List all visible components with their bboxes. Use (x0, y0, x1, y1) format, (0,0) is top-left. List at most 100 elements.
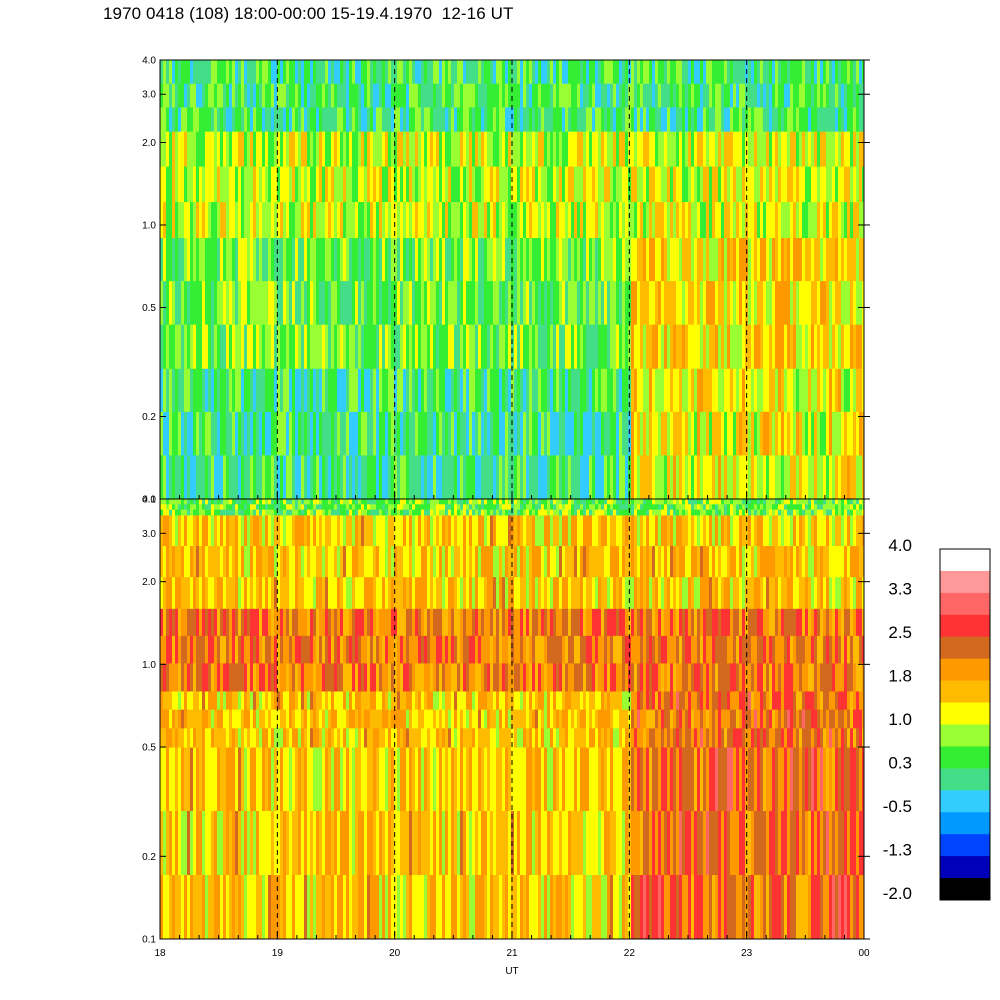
heatmap-cell (793, 324, 797, 369)
heatmap-cell (652, 324, 656, 369)
heatmap-cell (388, 281, 392, 326)
heatmap-cell (682, 202, 686, 239)
heatmap-cell (229, 83, 233, 108)
heatmap-cell (202, 60, 206, 85)
heatmap-cell (592, 368, 596, 413)
heatmap-cell (505, 811, 509, 876)
heatmap-cell (421, 635, 425, 664)
heatmap-cell (193, 728, 197, 748)
heatmap-cell (520, 83, 524, 108)
heatmap-cell (436, 281, 440, 326)
heatmap-cell (229, 608, 233, 637)
heatmap-cell (484, 131, 488, 168)
heatmap-cell (223, 709, 227, 729)
heatmap-cell (676, 324, 680, 369)
heatmap-cell (577, 411, 581, 456)
heatmap-cell (367, 368, 371, 413)
heatmap-cell (853, 83, 857, 108)
heatmap-cell (652, 411, 656, 456)
heatmap-cell (808, 411, 812, 456)
heatmap-cell (763, 709, 767, 729)
heatmap-cell (649, 455, 653, 499)
heatmap-cell (568, 608, 572, 637)
heatmap-cell (721, 608, 725, 637)
heatmap-cell (223, 368, 227, 413)
heatmap-cell (376, 635, 380, 664)
heatmap-cell (571, 60, 575, 85)
heatmap-cell (475, 709, 479, 729)
heatmap-cell (502, 237, 506, 282)
heatmap-cell (439, 455, 443, 499)
heatmap-cell (586, 237, 590, 282)
heatmap-cell (442, 202, 446, 239)
heatmap-cell (235, 166, 239, 203)
heatmap-cell (352, 728, 356, 748)
heatmap-cell (304, 728, 308, 748)
heatmap-cell (292, 709, 296, 729)
heatmap-cell (574, 324, 578, 369)
heatmap-cell (343, 368, 347, 413)
heatmap-cell (553, 324, 557, 369)
heatmap-cell (598, 368, 602, 413)
heatmap-cell (700, 237, 704, 282)
heatmap-cell (799, 728, 803, 748)
heatmap-cell (844, 728, 848, 748)
heatmap-cell (814, 690, 818, 711)
heatmap-cell (763, 690, 767, 711)
heatmap-cell (655, 202, 659, 239)
heatmap-cell (232, 875, 236, 939)
heatmap-cell (166, 811, 170, 876)
heatmap-cell (796, 690, 800, 711)
heatmap-cell (832, 608, 836, 637)
heatmap-cell (670, 690, 674, 711)
heatmap-cell (697, 107, 701, 132)
heatmap-cell (742, 202, 746, 239)
heatmap-cell (379, 107, 383, 132)
heatmap-cell (385, 635, 389, 664)
heatmap-cell (520, 635, 524, 664)
heatmap-cell (430, 60, 434, 85)
heatmap-cell (541, 728, 545, 748)
heatmap-cell (559, 107, 563, 132)
heatmap-cell (175, 455, 179, 499)
heatmap-cell (652, 107, 656, 132)
heatmap-cell (751, 166, 755, 203)
heatmap-cell (526, 608, 530, 637)
heatmap-cell (220, 690, 224, 711)
heatmap-cell (760, 811, 764, 876)
heatmap-cell (802, 411, 806, 456)
heatmap-cell (799, 635, 803, 664)
heatmap-cell (562, 202, 566, 239)
heatmap-cell (436, 709, 440, 729)
heatmap-cell (685, 811, 689, 876)
heatmap-cell (556, 811, 560, 876)
heatmap-cell (253, 455, 257, 499)
heatmap-cell (706, 202, 710, 239)
heatmap-cell (817, 635, 821, 664)
heatmap-cell (658, 811, 662, 876)
heatmap-cell (559, 455, 563, 499)
heatmap-cell (643, 728, 647, 748)
heatmap-cell (610, 166, 614, 203)
heatmap-cell (625, 811, 629, 876)
heatmap-cell (427, 237, 431, 282)
heatmap-cell (667, 690, 671, 711)
heatmap-cell (499, 281, 503, 326)
heatmap-cell (187, 608, 191, 637)
heatmap-cell (385, 324, 389, 369)
heatmap-cell (172, 635, 176, 664)
heatmap-cell (733, 635, 737, 664)
heatmap-cell (313, 368, 317, 413)
heatmap-cell (667, 455, 671, 499)
heatmap-cell (775, 411, 779, 456)
heatmap-cell (841, 455, 845, 499)
heatmap-cell (256, 202, 260, 239)
heatmap-cell (232, 83, 236, 108)
heatmap-cell (742, 811, 746, 876)
heatmap-cell (424, 83, 428, 108)
heatmap-cell (397, 728, 401, 748)
heatmap-cell (637, 131, 641, 168)
heatmap-cell (688, 131, 692, 168)
heatmap-cell (790, 131, 794, 168)
heatmap-cell (682, 237, 686, 282)
